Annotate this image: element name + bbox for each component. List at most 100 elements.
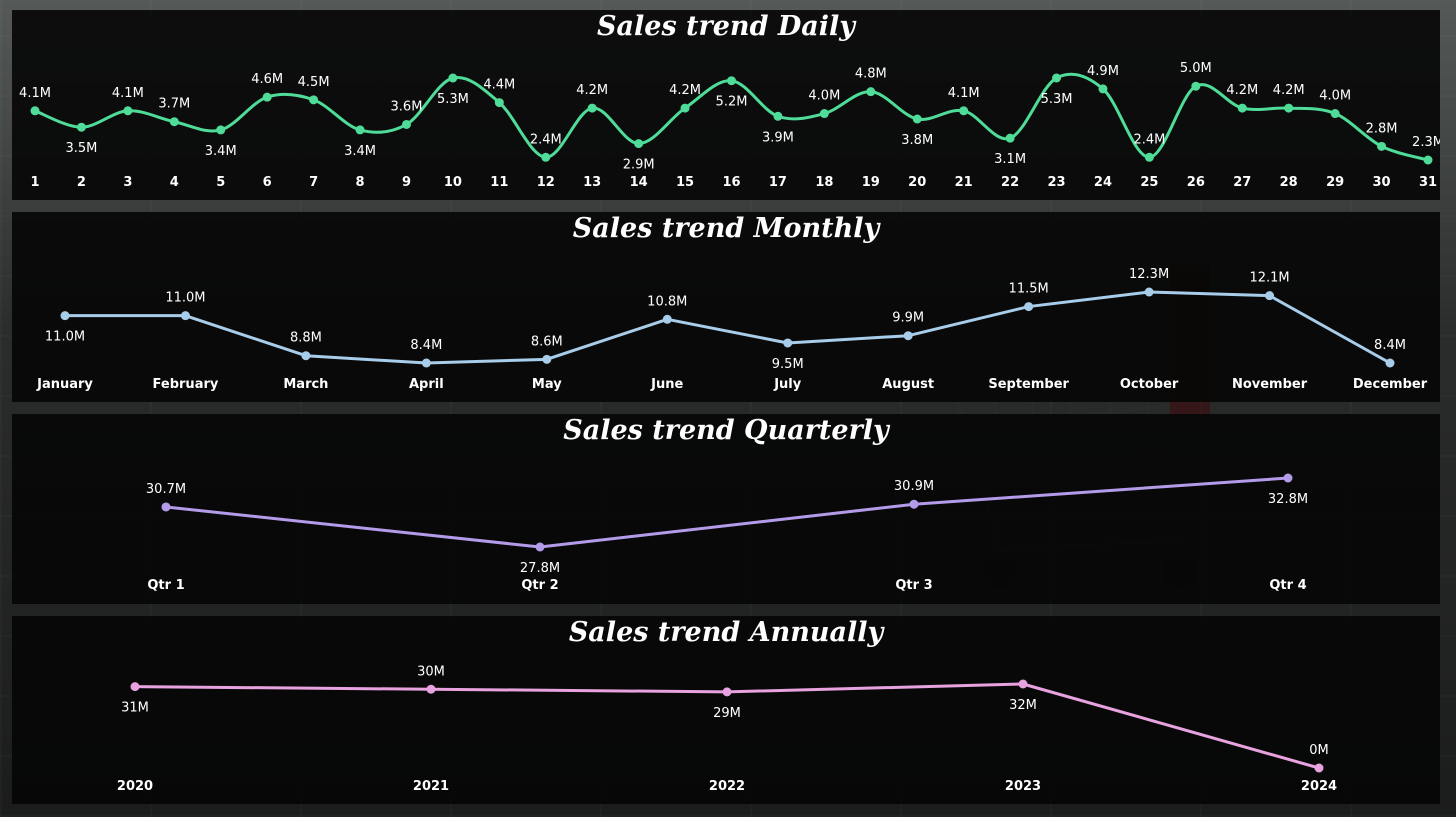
data-label: 9.9M <box>892 311 924 326</box>
data-point[interactable] <box>421 358 431 368</box>
x-tick-label: May <box>532 377 562 392</box>
data-point[interactable] <box>401 119 411 129</box>
data-point[interactable] <box>819 109 829 119</box>
data-label: 4.0M <box>808 89 840 104</box>
data-point[interactable] <box>355 125 365 135</box>
data-point[interactable] <box>60 311 70 321</box>
data-point[interactable] <box>773 111 783 121</box>
data-point[interactable] <box>1052 73 1062 83</box>
x-tick-label: 26 <box>1187 175 1205 190</box>
data-point[interactable] <box>448 73 458 83</box>
x-tick-label: 2 <box>77 175 86 190</box>
data-point[interactable] <box>535 542 545 552</box>
data-point[interactable] <box>1098 84 1108 94</box>
data-point[interactable] <box>1018 679 1028 689</box>
data-point[interactable] <box>722 687 732 697</box>
data-label: 32.8M <box>1268 492 1308 507</box>
data-point[interactable] <box>309 95 319 105</box>
data-point[interactable] <box>30 106 40 116</box>
data-label: 5.0M <box>1180 61 1212 76</box>
x-tick-label: November <box>1232 377 1308 392</box>
data-point[interactable] <box>909 499 919 509</box>
x-tick-label: February <box>153 377 219 392</box>
data-point[interactable] <box>130 682 140 692</box>
data-point[interactable] <box>1423 155 1433 165</box>
data-point[interactable] <box>426 684 436 694</box>
data-label: 9.5M <box>772 357 804 372</box>
x-tick-label: 17 <box>769 175 787 190</box>
data-label: 10.8M <box>647 294 687 309</box>
data-point[interactable] <box>1191 81 1201 91</box>
x-tick-label: 30 <box>1373 175 1391 190</box>
data-label: 30.9M <box>894 479 934 494</box>
data-point[interactable] <box>76 122 86 132</box>
data-label: 4.2M <box>576 83 608 98</box>
series-line <box>165 476 1289 549</box>
annual-chart-panel: 31M 2020 30M 2021 29M 2022 32M 2023 0M 2024 Sales… <box>12 616 1440 804</box>
data-point[interactable] <box>903 331 913 341</box>
data-label: 4.9M <box>1087 64 1119 79</box>
data-point[interactable] <box>301 351 311 361</box>
data-point[interactable] <box>680 103 690 113</box>
data-point[interactable] <box>783 338 793 348</box>
data-label: 4.2M <box>1273 83 1305 98</box>
data-point[interactable] <box>959 106 969 116</box>
data-label: 2.8M <box>1366 121 1398 136</box>
data-label: 4.1M <box>19 86 51 101</box>
x-tick-label: Qtr 1 <box>147 578 184 593</box>
data-label: 4.1M <box>948 86 980 101</box>
data-point[interactable] <box>587 103 597 113</box>
data-label: 5.3M <box>1041 92 1073 107</box>
data-point[interactable] <box>1330 109 1340 119</box>
data-point[interactable] <box>727 76 736 86</box>
data-label: 27.8M <box>520 561 560 576</box>
data-point[interactable] <box>1283 473 1293 483</box>
x-tick-label: 16 <box>722 175 740 190</box>
data-point[interactable] <box>1005 133 1015 143</box>
data-label: 2.4M <box>530 132 562 147</box>
data-point[interactable] <box>262 92 272 102</box>
x-tick-label: 2021 <box>413 779 449 794</box>
data-label: 3.7M <box>158 97 190 112</box>
data-point[interactable] <box>216 125 226 135</box>
data-point[interactable] <box>494 98 504 108</box>
data-point[interactable] <box>1144 152 1154 162</box>
x-tick-label: April <box>409 377 444 392</box>
data-point[interactable] <box>912 114 922 124</box>
x-tick-label: Qtr 3 <box>895 578 932 593</box>
quarterly-chart: 30.7M Qtr 1 27.8M Qtr 2 30.9M Qtr 3 32.8M Qtr 4 <box>146 473 1308 593</box>
data-label: 3.9M <box>762 130 794 145</box>
data-label: 11.0M <box>45 330 85 345</box>
data-point[interactable] <box>169 117 179 127</box>
data-point[interactable] <box>1144 287 1154 297</box>
data-point[interactable] <box>180 311 190 321</box>
data-point[interactable] <box>1284 103 1294 113</box>
data-label: 30M <box>417 664 445 679</box>
data-point[interactable] <box>542 354 552 364</box>
data-point[interactable] <box>634 139 644 149</box>
data-point[interactable] <box>1377 141 1387 151</box>
x-tick-label: 5 <box>216 175 225 190</box>
data-point[interactable] <box>1024 302 1034 312</box>
quarterly-chart-panel: 30.7M Qtr 1 27.8M Qtr 2 30.9M Qtr 3 32.8M Qtr 4… <box>12 414 1440 604</box>
data-point[interactable] <box>1385 358 1395 368</box>
data-label: 12.1M <box>1249 271 1289 286</box>
data-point[interactable] <box>1265 291 1275 301</box>
data-label: 4.5M <box>298 75 330 90</box>
data-label: 12.3M <box>1129 267 1169 282</box>
x-tick-label: 4 <box>170 175 179 190</box>
data-point[interactable] <box>662 314 672 324</box>
data-label: 3.1M <box>994 152 1026 167</box>
data-point[interactable] <box>1314 763 1324 773</box>
data-point[interactable] <box>866 87 876 97</box>
data-point[interactable] <box>123 106 133 116</box>
data-point[interactable] <box>1237 103 1247 113</box>
data-point[interactable] <box>541 152 551 162</box>
x-tick-label: July <box>773 377 802 392</box>
chart-title: Sales trend Daily <box>597 11 855 42</box>
x-tick-label: Qtr 4 <box>1269 578 1306 593</box>
x-tick-label: 23 <box>1047 175 1065 190</box>
data-label: 8.4M <box>410 338 442 353</box>
data-point[interactable] <box>161 502 171 512</box>
data-label: 3.4M <box>205 144 237 159</box>
